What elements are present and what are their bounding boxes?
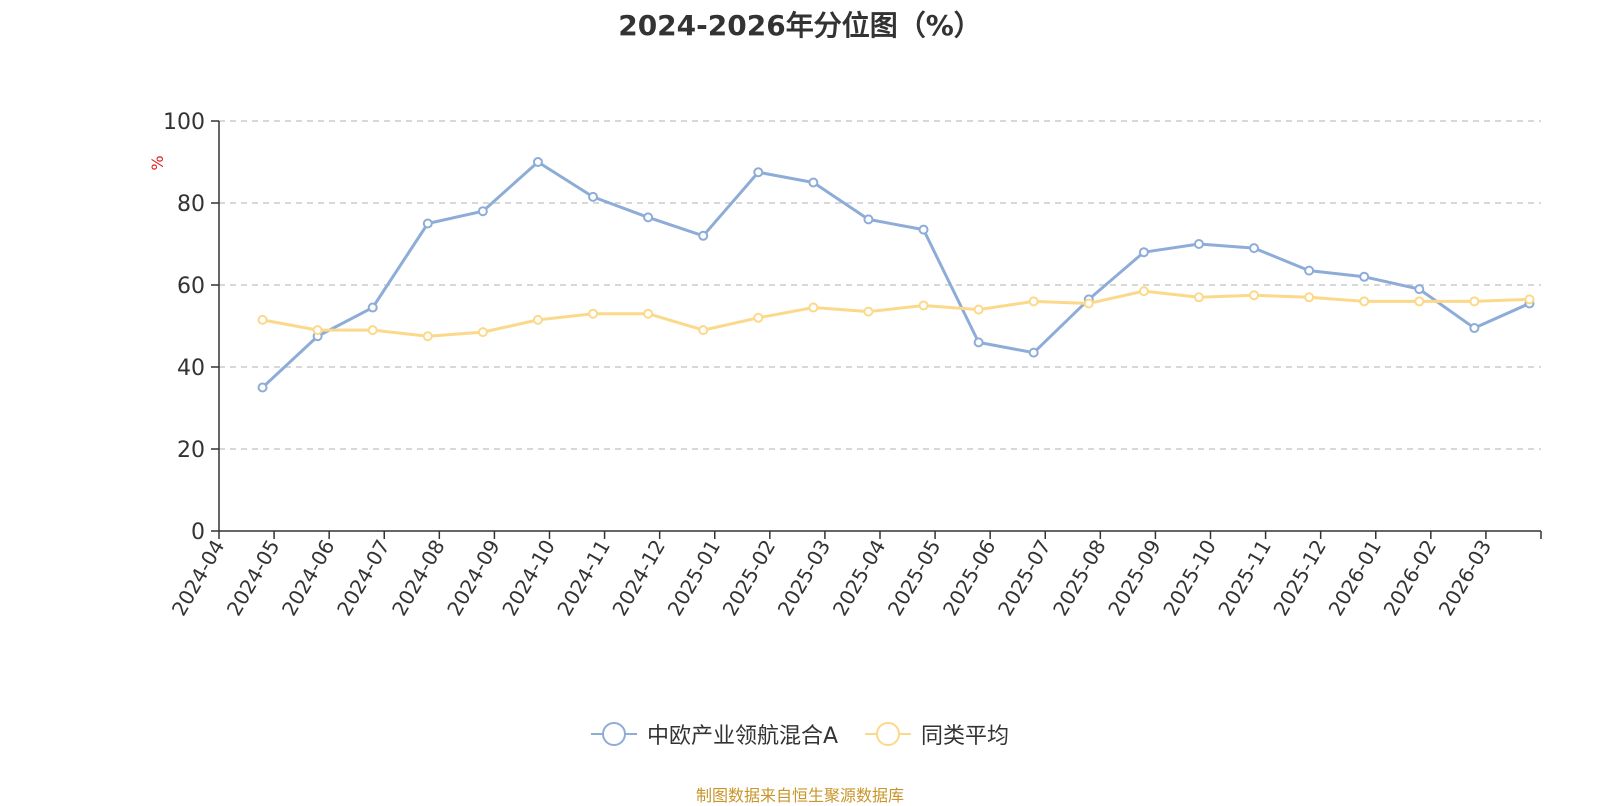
x-tick-label: 2025-01 <box>663 536 726 620</box>
legend-label-fund: 中欧产业领航混合A <box>646 724 839 749</box>
data-point[interactable] <box>1138 247 1149 258</box>
data-point[interactable] <box>422 218 433 229</box>
legend-item-fund[interactable]: 中欧产业领航混合A <box>590 718 839 750</box>
y-tick-label: 20 <box>177 438 205 463</box>
x-tick-label: 2024-10 <box>497 536 560 620</box>
data-point[interactable] <box>1304 292 1315 303</box>
y-tick-label: 40 <box>177 356 205 381</box>
chart-title: 2024-2026年分位图（%） <box>618 9 982 42</box>
x-tick-label: 2025-08 <box>1048 536 1111 620</box>
data-point[interactable] <box>863 214 874 225</box>
data-point[interactable] <box>1138 286 1149 297</box>
data-point[interactable] <box>973 304 984 315</box>
data-point[interactable] <box>753 312 764 323</box>
data-point[interactable] <box>1249 243 1260 254</box>
x-tick-label: 2025-12 <box>1268 536 1331 620</box>
legend-label-average: 同类平均 <box>921 724 1010 749</box>
x-tick-label: 2025-10 <box>1158 536 1221 620</box>
x-tick-label: 2024-04 <box>167 536 230 620</box>
data-point[interactable] <box>808 302 819 313</box>
data-point[interactable] <box>532 314 543 325</box>
data-point[interactable] <box>1359 271 1370 282</box>
x-tick-label: 2024-11 <box>552 536 615 620</box>
y-tick-label: 80 <box>177 192 205 217</box>
x-tick-label: 2024-05 <box>222 536 285 620</box>
x-tick-label: 2026-02 <box>1379 536 1442 620</box>
x-tick-label: 2024-09 <box>442 536 505 620</box>
x-tick-label: 2025-04 <box>828 536 891 620</box>
legend: 中欧产业领航混合A 同类平均 <box>0 718 1600 752</box>
x-tick-label: 2025-07 <box>993 536 1056 620</box>
legend-marker-average <box>865 722 912 746</box>
data-point[interactable] <box>1249 290 1260 301</box>
data-point[interactable] <box>1193 239 1204 249</box>
x-tick-label: 2025-09 <box>1103 536 1166 620</box>
legend-marker-fund <box>590 722 637 746</box>
data-point[interactable] <box>532 157 543 167</box>
data-point[interactable] <box>1028 347 1039 358</box>
x-tick-label: 2024-06 <box>277 536 340 620</box>
legend-item-average[interactable]: 同类平均 <box>865 718 1009 750</box>
data-point[interactable] <box>1524 294 1535 305</box>
series-line <box>261 160 1531 389</box>
x-tick-label: 2024-08 <box>387 536 450 620</box>
data-point[interactable] <box>1414 296 1425 307</box>
data-point[interactable] <box>422 331 433 342</box>
x-tick-label: 2025-05 <box>883 536 946 620</box>
x-tick-label: 2026-01 <box>1324 536 1387 620</box>
data-point[interactable] <box>973 337 984 348</box>
data-point[interactable] <box>863 306 874 317</box>
y-axis-label: % <box>148 155 167 170</box>
series-line <box>262 289 1530 338</box>
data-point[interactable] <box>1193 292 1204 303</box>
x-tick-label: 2025-06 <box>938 536 1001 620</box>
data-point[interactable] <box>477 327 488 338</box>
data-point[interactable] <box>588 308 599 319</box>
data-point[interactable] <box>643 212 654 223</box>
data-point[interactable] <box>588 191 599 202</box>
data-point[interactable] <box>918 300 929 311</box>
data-point[interactable] <box>643 308 654 319</box>
data-point[interactable] <box>257 314 268 325</box>
data-point[interactable] <box>1083 298 1094 309</box>
data-point[interactable] <box>367 302 378 313</box>
data-point[interactable] <box>918 224 929 235</box>
data-point[interactable] <box>1359 296 1370 307</box>
data-point[interactable] <box>367 325 378 336</box>
data-point[interactable] <box>1414 284 1425 295</box>
x-tick-label: 2024-12 <box>607 536 670 620</box>
y-tick-label: 60 <box>177 274 205 299</box>
y-tick-label: 0 <box>191 520 205 545</box>
data-point[interactable] <box>698 325 709 336</box>
data-point[interactable] <box>753 167 764 178</box>
x-tick-label: 2024-07 <box>332 536 395 620</box>
source-note: 制图数据来自恒生聚源数据库 <box>695 786 904 805</box>
data-point[interactable] <box>257 382 268 393</box>
x-tick-label: 2026-03 <box>1434 536 1497 620</box>
data-point[interactable] <box>1469 323 1480 334</box>
data-point[interactable] <box>808 177 819 188</box>
data-point[interactable] <box>312 325 323 336</box>
x-tick-label: 2025-02 <box>718 536 781 620</box>
data-point[interactable] <box>1469 296 1480 307</box>
data-point[interactable] <box>1028 296 1039 307</box>
data-point[interactable] <box>477 206 488 217</box>
x-tick-label: 2025-03 <box>773 536 836 620</box>
data-point[interactable] <box>1304 265 1315 276</box>
data-point[interactable] <box>698 230 709 241</box>
y-tick-label: 100 <box>163 110 205 135</box>
x-tick-label: 2025-11 <box>1213 536 1276 620</box>
